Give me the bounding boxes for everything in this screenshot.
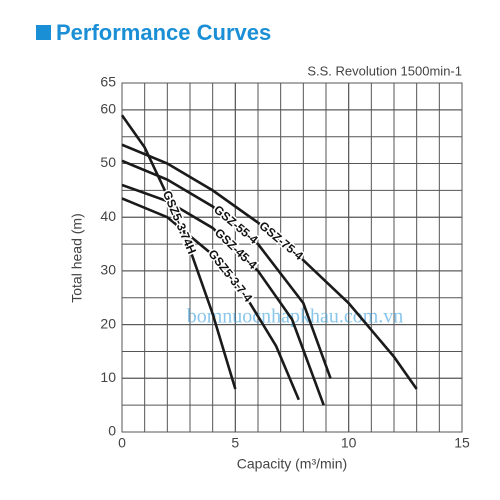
y-tick-label: 65	[100, 74, 116, 90]
x-tick-label: 0	[118, 435, 126, 451]
curve	[121, 159, 332, 379]
subtitle: S.S. Revolution 1500min-1	[307, 63, 462, 78]
y-tick-label: 50	[100, 154, 116, 170]
y-tick-label: 0	[108, 423, 116, 439]
title-square	[36, 25, 51, 40]
curve	[121, 197, 300, 401]
y-tick-label: 40	[100, 208, 116, 224]
y-tick-label: 30	[100, 262, 116, 278]
y-tick-label: 20	[100, 315, 116, 331]
curve	[120, 114, 237, 390]
x-tick-label: 10	[341, 435, 357, 451]
chart-title: Performance Curves	[56, 20, 271, 45]
x-tick-label: 5	[231, 435, 239, 451]
watermark: bomnuocnhapkhau.com.vn	[187, 306, 404, 328]
x-axis-label: Capacity (m³/min)	[237, 456, 347, 472]
curve	[121, 183, 325, 406]
y-tick-label: 10	[100, 369, 116, 385]
y-axis-label: Total head (m)	[69, 213, 85, 302]
x-tick-label: 15	[454, 435, 470, 451]
curve	[121, 143, 418, 390]
y-tick-label: 60	[100, 101, 116, 117]
